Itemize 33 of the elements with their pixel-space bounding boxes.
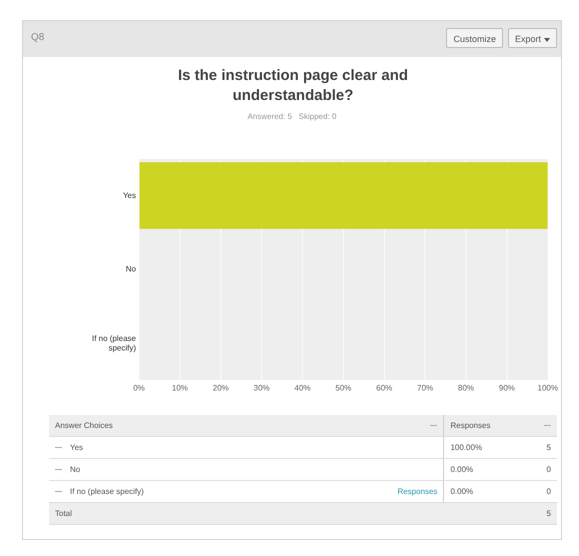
text: Q8 xyxy=(31,32,44,43)
y-tick-label: No xyxy=(126,264,137,274)
x-tick-label: 60% xyxy=(376,383,392,392)
text: 0.00% xyxy=(450,487,474,496)
chart-subtitle: Answered: 5 Skipped: 0 xyxy=(246,112,338,121)
x-tick-label: 20% xyxy=(212,383,229,392)
text: Responses xyxy=(397,487,438,496)
text: 0.00% xyxy=(450,465,474,474)
y-tick-label: Yes xyxy=(122,190,136,200)
text: 5 xyxy=(526,502,557,524)
x-tick-label: 100% xyxy=(538,383,558,392)
text: Answer Choices xyxy=(55,421,113,430)
x-tick-label: 90% xyxy=(498,383,515,392)
x-tick-label: 80% xyxy=(458,383,474,392)
x-tick-label: 30% xyxy=(254,383,270,392)
text: Total xyxy=(49,502,527,524)
text: Responses xyxy=(450,421,491,430)
category-label: Yes xyxy=(70,443,84,452)
x-tick-label: 50% xyxy=(335,383,352,392)
text: 0 xyxy=(546,487,551,496)
x-tick-label: 10% xyxy=(172,383,188,392)
x-tick-label: 40% xyxy=(294,383,311,392)
chart-title: Is the instruction page clear and understandable? xyxy=(176,66,410,106)
x-tick-label: 0% xyxy=(133,383,145,392)
category-label: If no (please specify) xyxy=(70,487,144,496)
y-tick-label: If no (please specify) xyxy=(92,334,137,352)
text: Customize xyxy=(446,28,503,48)
text: Export xyxy=(508,28,557,48)
category-label: No xyxy=(70,465,80,474)
x-tick-label: 70% xyxy=(417,383,434,392)
text: 100.00% xyxy=(450,443,482,452)
text: 0 xyxy=(546,465,551,474)
text: 5 xyxy=(546,443,551,452)
